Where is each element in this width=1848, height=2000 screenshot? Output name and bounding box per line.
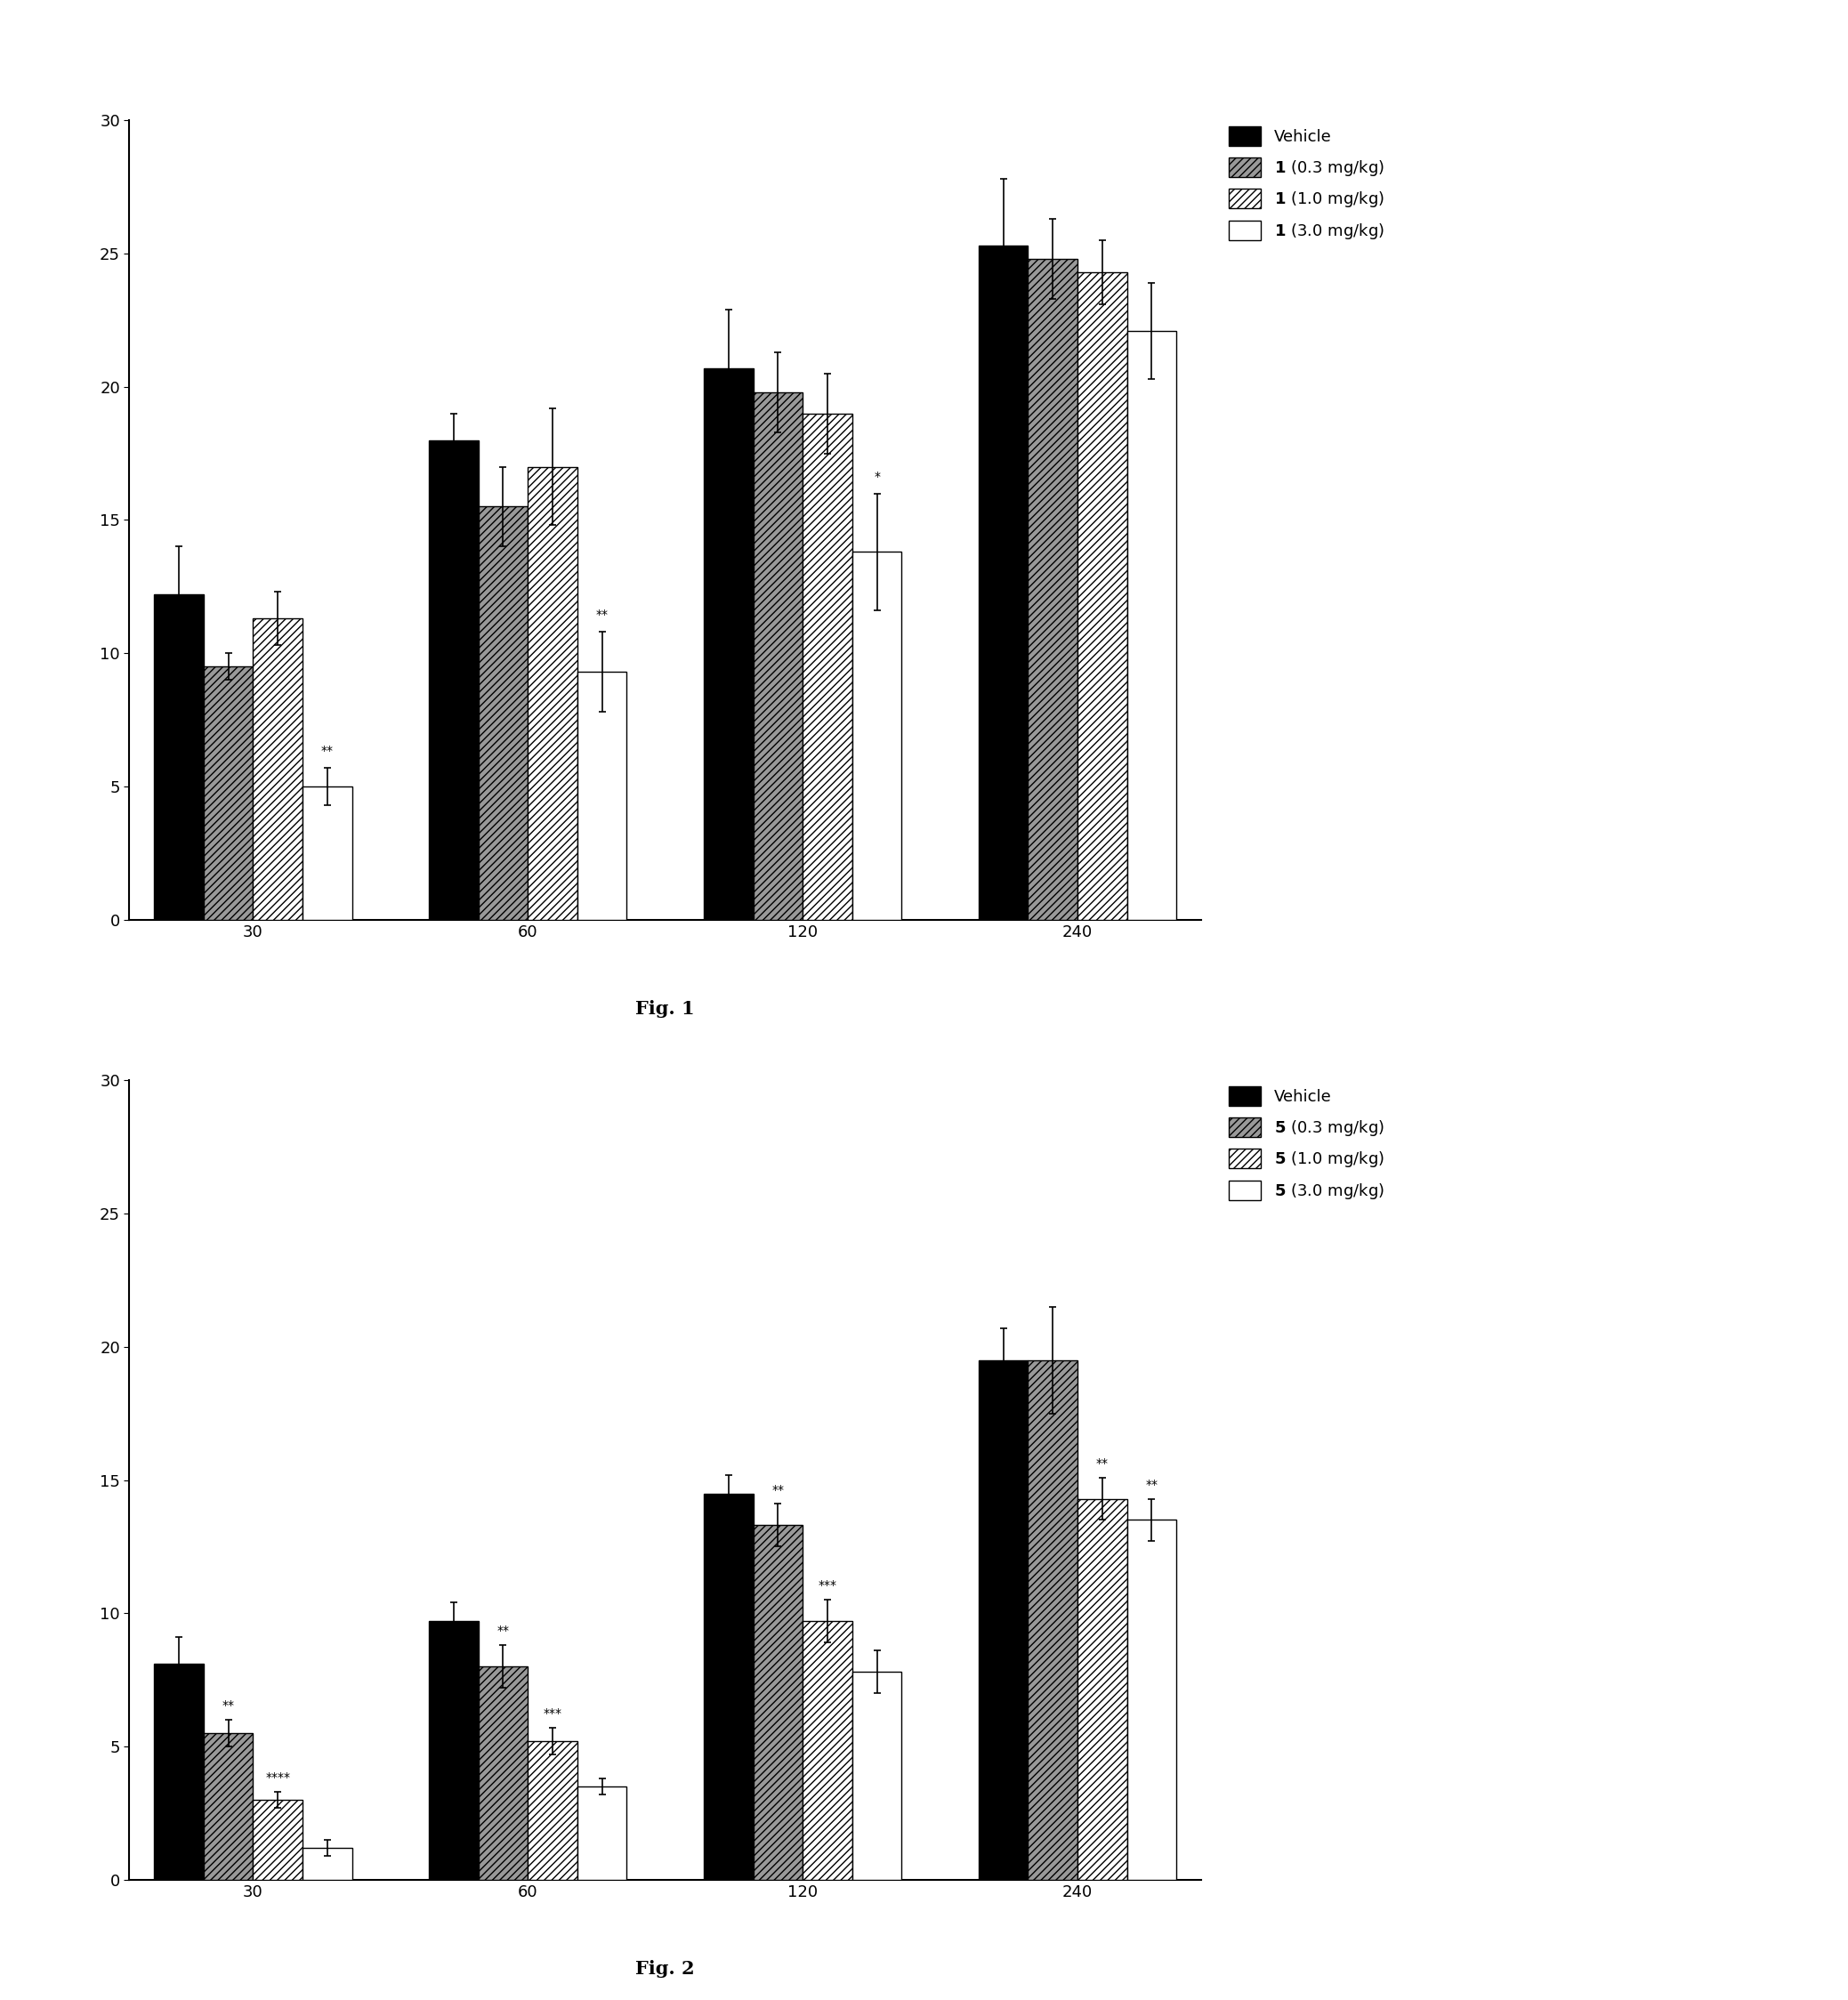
Bar <box>479 1666 529 1880</box>
Bar <box>253 1800 303 1880</box>
Bar <box>1127 1520 1177 1880</box>
Bar <box>852 552 902 920</box>
Text: **: ** <box>322 744 333 758</box>
Bar <box>203 666 253 920</box>
Bar <box>1027 1360 1077 1880</box>
Text: **: ** <box>1096 1456 1109 1470</box>
Bar <box>303 786 351 920</box>
Bar <box>153 594 203 920</box>
Legend: Vehicle, $\mathbf{5}$ (0.3 mg/kg), $\mathbf{5}$ (1.0 mg/kg), $\mathbf{5}$ (3.0 m: Vehicle, $\mathbf{5}$ (0.3 mg/kg), $\mat… <box>1223 1080 1392 1208</box>
Text: **: ** <box>222 1700 235 1712</box>
Bar <box>979 246 1027 920</box>
Bar <box>802 414 852 920</box>
Text: Fig. 1: Fig. 1 <box>636 1000 695 1018</box>
Bar <box>704 368 754 920</box>
Bar <box>529 1742 577 1880</box>
Text: **: ** <box>772 1484 784 1496</box>
Bar <box>253 618 303 920</box>
Bar <box>429 1622 479 1880</box>
Bar <box>479 506 529 920</box>
Text: ****: **** <box>266 1772 290 1784</box>
Bar <box>802 1622 852 1880</box>
Bar <box>1077 272 1127 920</box>
Text: **: ** <box>595 608 608 622</box>
Bar <box>852 1672 902 1880</box>
Bar <box>529 466 577 920</box>
Bar <box>704 1494 754 1880</box>
Bar <box>577 672 626 920</box>
Bar <box>1077 1498 1127 1880</box>
Bar <box>303 1848 351 1880</box>
Legend: Vehicle, $\mathbf{1}$ (0.3 mg/kg), $\mathbf{1}$ (1.0 mg/kg), $\mathbf{1}$ (3.0 m: Vehicle, $\mathbf{1}$ (0.3 mg/kg), $\mat… <box>1223 120 1392 248</box>
Bar <box>1127 330 1177 920</box>
Bar <box>1027 258 1077 920</box>
Bar <box>979 1360 1027 1880</box>
Bar <box>754 1526 802 1880</box>
Text: *: * <box>874 470 880 482</box>
Text: ***: *** <box>543 1708 562 1720</box>
Text: ***: *** <box>819 1580 837 1592</box>
Bar <box>754 392 802 920</box>
Text: **: ** <box>1146 1478 1159 1490</box>
Text: **: ** <box>497 1624 510 1638</box>
Bar <box>577 1786 626 1880</box>
Bar <box>203 1734 253 1880</box>
Bar <box>153 1664 203 1880</box>
Text: Fig. 2: Fig. 2 <box>636 1960 695 1978</box>
Bar <box>429 440 479 920</box>
